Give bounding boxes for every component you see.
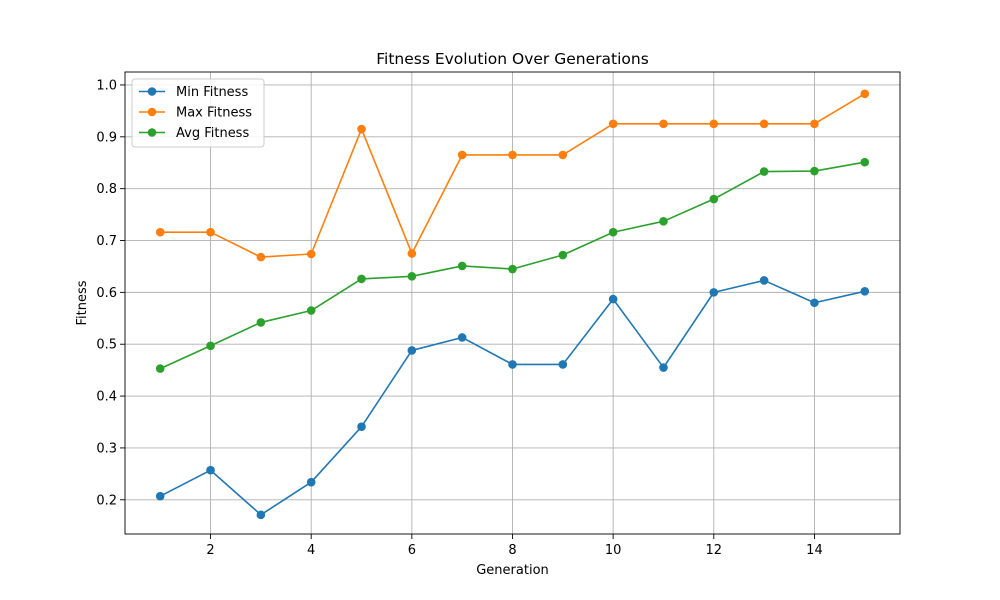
- data-series: [155, 89, 870, 520]
- max-fitness-series: [155, 89, 870, 262]
- legend-entry-max-fitness: Max Fitness: [139, 106, 252, 121]
- avg-fitness-point: [155, 364, 165, 373]
- min-fitness-point: [256, 510, 266, 520]
- avg-fitness-point: [860, 157, 870, 167]
- y-tick-label: 0.9: [96, 130, 117, 145]
- min-fitness-point: [558, 360, 568, 369]
- avg-fitness-point: [407, 271, 417, 281]
- min-fitness-point: [860, 287, 870, 296]
- avg-fitness-point: [759, 167, 769, 176]
- x-tick-label: 4: [307, 543, 315, 558]
- legend-entry-avg-fitness: Avg Fitness: [139, 126, 249, 141]
- max-fitness-point: [558, 150, 568, 160]
- avg-fitness-point: [709, 194, 719, 204]
- min-fitness-point: [206, 465, 215, 475]
- y-tick-label: 0.3: [96, 441, 117, 456]
- max-fitness-point: [709, 119, 719, 129]
- avg-fitness-point: [306, 306, 316, 315]
- legend-marker-swatch: [147, 107, 157, 117]
- x-tick-label: 8: [508, 543, 516, 558]
- min-fitness-point: [608, 294, 618, 304]
- max-fitness-point: [357, 124, 366, 134]
- y-axis-label: Fitness: [75, 280, 90, 325]
- min-fitness-series: [155, 276, 870, 520]
- max-fitness-point: [810, 119, 819, 129]
- legend-label: Avg Fitness: [176, 126, 249, 141]
- avg-fitness-series: [155, 157, 870, 373]
- min-fitness-point: [306, 477, 316, 487]
- avg-fitness-point: [608, 227, 618, 237]
- min-fitness-point: [759, 276, 769, 285]
- min-fitness-point: [457, 333, 467, 342]
- axis-ticks: 2 4 6 8 10 12 14 0.2 0.3 0.4 0.5 0.6 0.7 0.8 0.9 1.0: [96, 78, 822, 558]
- legend-marker-swatch: [147, 87, 157, 96]
- min-fitness-point: [659, 363, 668, 372]
- avg-fitness-point: [558, 250, 568, 260]
- min-fitness-point: [407, 346, 417, 355]
- legend-label: Max Fitness: [176, 106, 252, 121]
- y-tick-label: 0.2: [96, 493, 117, 508]
- max-fitness-point: [860, 89, 870, 99]
- max-fitness-point: [659, 119, 668, 129]
- legend: Min Fitness Max Fitness Avg Fitness: [131, 78, 265, 148]
- x-tick-label: 10: [605, 543, 622, 558]
- avg-fitness-point: [206, 341, 215, 351]
- max-fitness-point: [256, 252, 266, 262]
- min-fitness-point: [508, 360, 517, 369]
- max-fitness-point: [457, 150, 467, 160]
- max-fitness-point: [759, 119, 769, 129]
- x-tick-label: 6: [408, 543, 416, 558]
- max-fitness-point: [206, 227, 215, 237]
- avg-fitness-point: [508, 264, 517, 274]
- avg-fitness-point: [357, 274, 366, 284]
- x-axis-label: Generation: [476, 563, 549, 578]
- grid: [125, 72, 900, 534]
- y-tick-label: 0.5: [96, 338, 117, 353]
- y-tick-label: 1.0: [96, 78, 117, 93]
- max-fitness-point: [508, 150, 517, 160]
- avg-fitness-point: [457, 261, 467, 271]
- y-tick-label: 0.7: [96, 234, 117, 249]
- plot-area-frame: [124, 71, 901, 535]
- chart-title: Fitness Evolution Over Generations: [376, 50, 649, 68]
- avg-fitness-point: [810, 166, 819, 176]
- legend-frame: [131, 78, 265, 148]
- y-tick-label: 0.6: [96, 286, 117, 301]
- x-tick-label: 2: [206, 543, 214, 558]
- max-fitness-point: [608, 119, 618, 129]
- x-tick-label: 12: [706, 543, 723, 558]
- avg-fitness-point: [659, 217, 668, 226]
- x-tick-label: 14: [806, 543, 823, 558]
- min-fitness-point: [155, 491, 165, 501]
- legend-entry-min-fitness: Min Fitness: [139, 85, 248, 100]
- legend-label: Min Fitness: [176, 85, 248, 100]
- y-tick-label: 0.8: [96, 182, 117, 197]
- min-fitness-point: [709, 288, 719, 297]
- min-fitness-point: [810, 298, 819, 308]
- max-fitness-point: [407, 249, 417, 258]
- avg-fitness-point: [256, 318, 266, 327]
- max-fitness-point: [306, 249, 316, 259]
- legend-marker-swatch: [147, 128, 157, 137]
- min-fitness-point: [357, 422, 366, 431]
- max-fitness-point: [155, 227, 165, 237]
- y-tick-label: 0.4: [96, 390, 117, 405]
